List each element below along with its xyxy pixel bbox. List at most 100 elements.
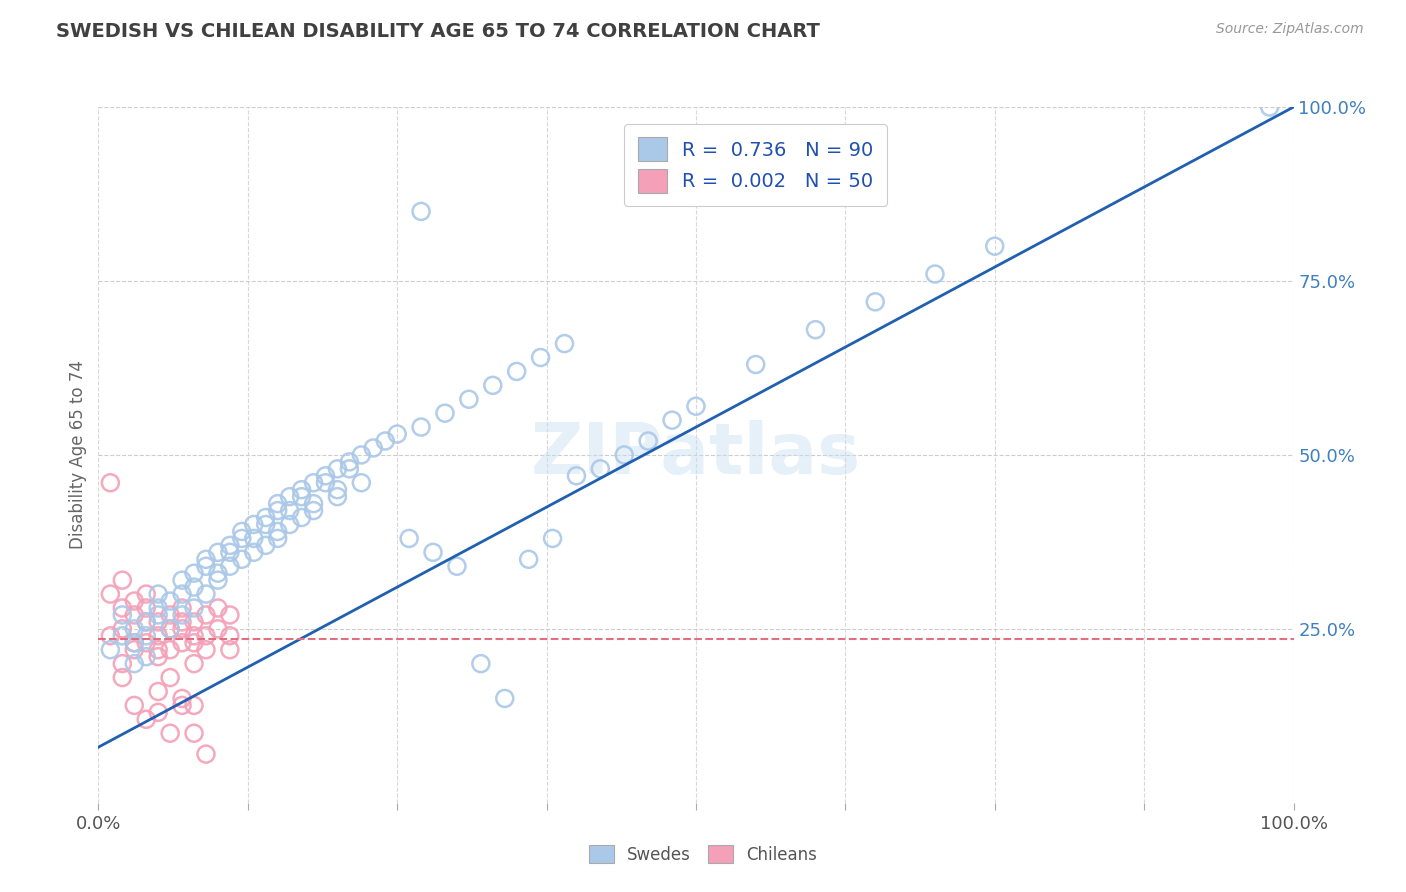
Point — [278, 517, 301, 532]
Point — [135, 615, 157, 629]
Point — [148, 615, 170, 629]
Point — [172, 573, 194, 587]
Point — [111, 622, 134, 636]
Point — [411, 204, 433, 219]
Point — [517, 552, 540, 566]
Point — [339, 462, 360, 476]
Point — [219, 559, 242, 574]
Point — [231, 532, 253, 546]
Legend: Swedes, Chileans: Swedes, Chileans — [582, 838, 824, 871]
Point — [494, 691, 516, 706]
Point — [135, 712, 157, 726]
Point — [183, 698, 205, 713]
Point — [172, 698, 194, 713]
Point — [291, 483, 314, 497]
Point — [685, 399, 707, 413]
Point — [111, 657, 134, 671]
Point — [446, 559, 468, 574]
Point — [613, 448, 636, 462]
Point — [111, 601, 134, 615]
Point — [183, 636, 205, 650]
Point — [124, 622, 146, 636]
Point — [411, 420, 433, 434]
Point — [589, 462, 612, 476]
Point — [219, 642, 242, 657]
Text: Source: ZipAtlas.com: Source: ZipAtlas.com — [1216, 22, 1364, 37]
Point — [159, 622, 181, 636]
Point — [159, 726, 181, 740]
Point — [219, 607, 242, 622]
Text: ZIPatlas: ZIPatlas — [531, 420, 860, 490]
Point — [207, 566, 229, 581]
Point — [637, 434, 659, 448]
Point — [159, 594, 181, 608]
Point — [148, 629, 170, 643]
Point — [172, 607, 194, 622]
Point — [1258, 100, 1281, 114]
Point — [124, 636, 146, 650]
Point — [267, 532, 290, 546]
Text: SWEDISH VS CHILEAN DISABILITY AGE 65 TO 74 CORRELATION CHART: SWEDISH VS CHILEAN DISABILITY AGE 65 TO … — [56, 22, 820, 41]
Point — [243, 545, 266, 559]
Point — [124, 642, 146, 657]
Point — [98, 642, 122, 657]
Point — [172, 587, 194, 601]
Point — [207, 545, 229, 559]
Point — [183, 580, 205, 594]
Point — [148, 587, 170, 601]
Point — [124, 657, 146, 671]
Point — [433, 406, 456, 420]
Point — [194, 607, 218, 622]
Point — [291, 490, 314, 504]
Point — [219, 545, 242, 559]
Point — [183, 726, 205, 740]
Point — [194, 552, 218, 566]
Legend: R =  0.736   N = 90, R =  0.002   N = 50: R = 0.736 N = 90, R = 0.002 N = 50 — [624, 124, 887, 206]
Point — [148, 601, 170, 615]
Point — [124, 636, 146, 650]
Point — [172, 636, 194, 650]
Point — [159, 622, 181, 636]
Point — [194, 629, 218, 643]
Point — [111, 607, 134, 622]
Point — [554, 336, 576, 351]
Point — [385, 427, 409, 442]
Point — [111, 671, 134, 685]
Point — [207, 622, 229, 636]
Point — [745, 358, 768, 372]
Point — [541, 532, 564, 546]
Point — [124, 698, 146, 713]
Point — [804, 323, 827, 337]
Point — [984, 239, 1007, 253]
Point — [135, 629, 157, 643]
Point — [470, 657, 492, 671]
Point — [148, 642, 170, 657]
Point — [148, 684, 170, 698]
Point — [302, 475, 325, 490]
Point — [172, 601, 194, 615]
Point — [661, 413, 683, 427]
Point — [219, 538, 242, 552]
Point — [148, 649, 170, 664]
Point — [924, 267, 946, 281]
Point — [111, 573, 134, 587]
Point — [267, 524, 290, 539]
Point — [291, 510, 314, 524]
Point — [863, 294, 887, 309]
Point — [172, 691, 194, 706]
Point — [98, 587, 122, 601]
Point — [302, 497, 325, 511]
Point — [135, 615, 157, 629]
Point — [135, 601, 157, 615]
Point — [159, 642, 181, 657]
Point — [243, 517, 266, 532]
Point — [278, 490, 301, 504]
Point — [363, 441, 385, 455]
Y-axis label: Disability Age 65 to 74: Disability Age 65 to 74 — [69, 360, 87, 549]
Point — [183, 657, 205, 671]
Point — [254, 538, 277, 552]
Point — [207, 573, 229, 587]
Point — [159, 607, 181, 622]
Point — [231, 524, 253, 539]
Point — [529, 351, 551, 365]
